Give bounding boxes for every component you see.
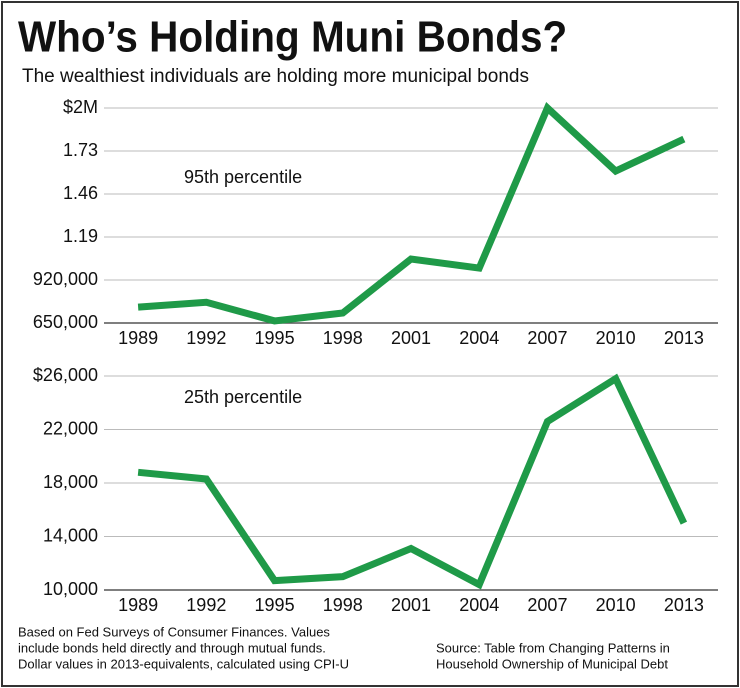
y-tick-label: 650,000 bbox=[33, 312, 98, 332]
x-tick-label: 1992 bbox=[186, 595, 226, 615]
y-tick-label: $2M bbox=[63, 97, 98, 117]
x-tick-label: 2007 bbox=[527, 595, 567, 615]
x-tick-label: 1995 bbox=[255, 328, 295, 348]
x-tick-label: 2004 bbox=[459, 595, 499, 615]
x-tick-label: 1989 bbox=[118, 595, 158, 615]
data-line bbox=[137, 102, 686, 325]
x-tick-label: 2013 bbox=[664, 595, 704, 615]
y-tick-label: 1.19 bbox=[63, 226, 98, 246]
x-tick-label: 2004 bbox=[459, 328, 499, 348]
chart-title: Who’s Holding Muni Bonds? bbox=[18, 12, 567, 61]
y-tick-label: 1.46 bbox=[63, 183, 98, 203]
y-tick-label: $26,000 bbox=[33, 365, 98, 385]
x-tick-label: 2001 bbox=[391, 595, 431, 615]
annotation: 25th percentile bbox=[184, 387, 302, 407]
y-tick-label: 10,000 bbox=[43, 579, 98, 599]
x-tick-label: 2007 bbox=[527, 328, 567, 348]
annotation: 95th percentile bbox=[184, 167, 302, 187]
x-tick-label: 1998 bbox=[323, 595, 363, 615]
subtitle: The wealthiest individuals are holding m… bbox=[22, 66, 529, 87]
y-tick-label: 1.73 bbox=[63, 140, 98, 160]
x-tick-label: 2010 bbox=[596, 328, 636, 348]
footnote: Based on Fed Surveys of Consumer Finance… bbox=[18, 624, 330, 639]
x-tick-label: 1992 bbox=[186, 328, 226, 348]
source: Household Ownership of Municipal Debt bbox=[436, 656, 668, 671]
data-line bbox=[137, 373, 688, 590]
x-tick-label: 2013 bbox=[664, 328, 704, 348]
x-tick-label: 2001 bbox=[391, 328, 431, 348]
y-tick-label: 22,000 bbox=[43, 418, 98, 438]
x-tick-label: 1995 bbox=[255, 595, 295, 615]
footnote: Dollar values in 2013-equivalents, calcu… bbox=[18, 656, 349, 671]
y-tick-label: 920,000 bbox=[33, 269, 98, 289]
source: Source: Table from Changing Patterns in bbox=[436, 640, 670, 655]
x-tick-label: 1998 bbox=[323, 328, 363, 348]
y-tick-label: 14,000 bbox=[43, 525, 98, 545]
x-tick-label: 2010 bbox=[596, 595, 636, 615]
footnote: include bonds held directly and through … bbox=[18, 640, 326, 655]
y-tick-label: 18,000 bbox=[43, 472, 98, 492]
x-tick-label: 1989 bbox=[118, 328, 158, 348]
